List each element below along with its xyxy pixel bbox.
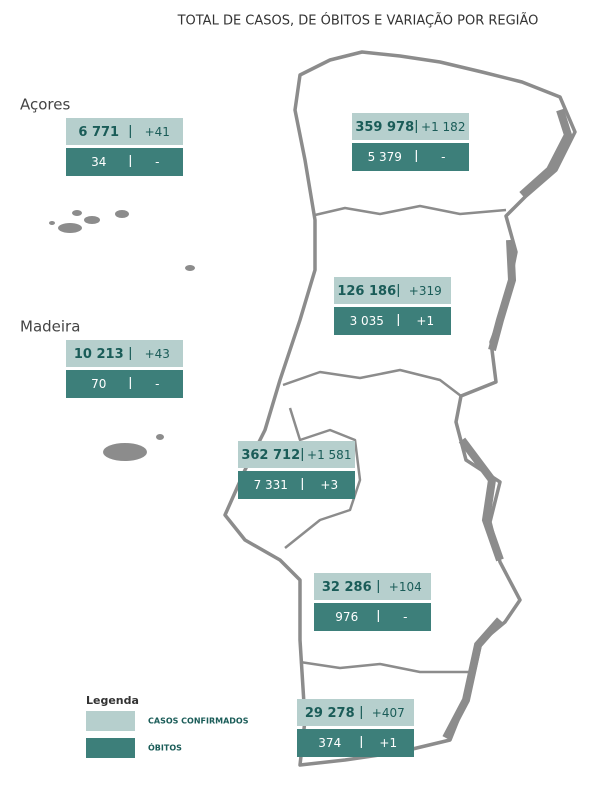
deaths-change: +1 [379, 736, 397, 750]
deaths-box [297, 729, 414, 757]
cases-box [238, 441, 355, 468]
deaths-change: - [403, 610, 407, 624]
cases-change: +407 [372, 706, 405, 720]
coast [442, 617, 504, 740]
cases-change: +1 182 [421, 120, 465, 134]
cases-change: +104 [389, 580, 422, 594]
region-name: Açores [20, 96, 70, 114]
cases-change: +43 [145, 347, 170, 361]
deaths-change: +3 [320, 478, 338, 492]
island [115, 210, 129, 218]
cases-box [334, 277, 451, 304]
island [72, 210, 82, 216]
island [84, 216, 100, 224]
deaths: 70 [91, 377, 106, 391]
deaths-change: +1 [416, 314, 434, 328]
deaths-change: - [155, 155, 159, 169]
islands [49, 210, 195, 461]
cases-change: +319 [409, 284, 442, 298]
cases: 126 186 [337, 284, 396, 299]
deaths-change: - [155, 377, 159, 391]
legend-label: CASOS CONFIRMADOS [148, 717, 249, 726]
deaths: 34 [91, 155, 106, 169]
cases-box [66, 340, 183, 367]
legend-swatch [86, 711, 135, 731]
cases-change: +41 [145, 125, 170, 139]
island [49, 221, 55, 225]
cases-box [66, 118, 183, 145]
cases-box [297, 699, 414, 726]
coast [458, 437, 504, 562]
cases: 6 771 [78, 125, 119, 140]
legend-swatch [86, 738, 135, 758]
cases-change: +1 581 [307, 448, 351, 462]
deaths: 976 [335, 610, 358, 624]
island [185, 265, 195, 271]
cases: 10 213 [74, 347, 124, 362]
cases-box [314, 573, 431, 600]
deaths: 7 331 [254, 478, 288, 492]
deaths-box [314, 603, 431, 631]
region-border [299, 660, 470, 674]
region-border [282, 368, 462, 397]
cases-box [352, 113, 469, 140]
title: TOTAL DE CASOS, DE ÓBITOS E VARIAÇÃO POR… [177, 13, 539, 29]
coast [488, 239, 517, 352]
region-border [284, 407, 362, 549]
cases: 362 712 [241, 448, 300, 463]
deaths: 374 [318, 736, 341, 750]
coast [519, 108, 573, 198]
coast-shadow [442, 108, 573, 740]
region-name: Madeira [20, 318, 80, 336]
island [103, 443, 147, 461]
region-border [314, 204, 507, 217]
legend-label: ÓBITOS [148, 742, 182, 753]
deaths: 5 379 [368, 150, 402, 164]
deaths-box [334, 307, 451, 335]
deaths-box [352, 143, 469, 171]
cases: 29 278 [305, 706, 355, 721]
deaths-box [66, 370, 183, 398]
cases: 32 286 [322, 580, 372, 595]
deaths-box [238, 471, 355, 499]
legend-title: Legenda [86, 694, 139, 707]
deaths: 3 035 [350, 314, 384, 328]
cases: 359 978 [355, 120, 414, 135]
deaths-box [66, 148, 183, 176]
deaths-change: - [441, 150, 445, 164]
island [156, 434, 164, 440]
island [58, 223, 82, 233]
